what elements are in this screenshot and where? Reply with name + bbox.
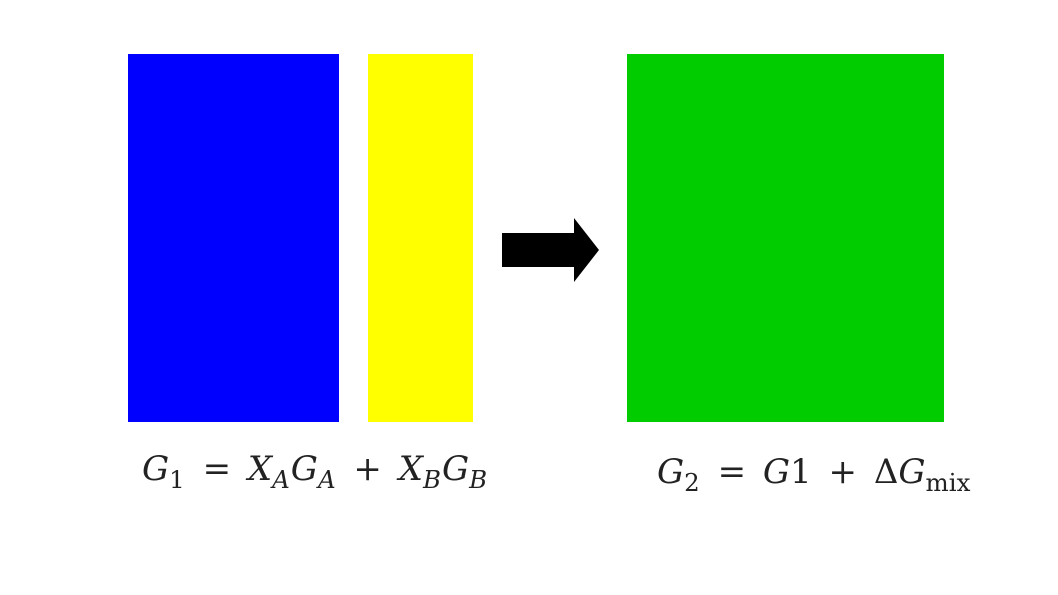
subscript: 1 [169, 464, 185, 494]
subscript: B [422, 464, 441, 494]
equals-sign: = [717, 452, 747, 492]
symbol-g: G [898, 452, 926, 492]
subscript: A [272, 464, 290, 494]
symbol-g: G [290, 449, 318, 489]
symbol-g: G [142, 449, 170, 489]
subscript: 2 [684, 467, 700, 497]
symbol-x: X [247, 449, 273, 489]
symbol-g: G [762, 452, 791, 492]
number-one: 1 [790, 452, 812, 492]
right-arrow-icon [502, 218, 599, 282]
mixture-block [627, 54, 944, 422]
subscript: B [469, 464, 488, 494]
equals-sign: = [202, 449, 232, 489]
symbol-g: G [657, 452, 685, 492]
plus-sign: + [353, 449, 382, 489]
component-a-block [128, 54, 339, 422]
symbol-x: X [398, 449, 423, 489]
symbol-g: G [441, 449, 470, 489]
delta-symbol: Δ [873, 452, 899, 492]
component-b-block [368, 54, 473, 422]
subscript-mix: mix [925, 467, 971, 497]
equation-after-mixing: G2 = G1 + ΔGmix [657, 452, 971, 495]
plus-sign: + [828, 452, 858, 492]
equation-before-mixing: G1 = XAGA + XBGB [142, 449, 488, 492]
subscript: A [317, 464, 336, 494]
